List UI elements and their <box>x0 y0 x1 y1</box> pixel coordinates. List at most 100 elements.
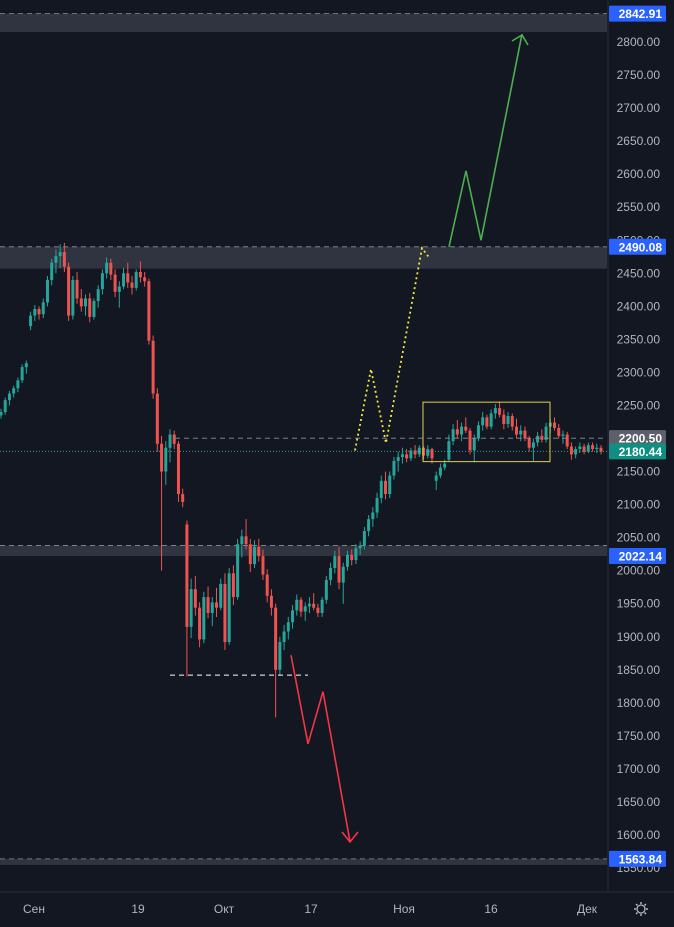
candle-body <box>240 536 244 545</box>
candle <box>155 388 159 452</box>
candle-body <box>58 252 62 257</box>
candle-body <box>274 607 278 670</box>
candle-body <box>75 279 79 299</box>
candle-body <box>476 425 480 439</box>
zone-lower <box>0 545 607 557</box>
candle-body <box>269 595 273 608</box>
candle <box>189 578 193 639</box>
price-tag-top-zone: 2842.91 <box>609 5 666 22</box>
price-tag-top-zone-bg <box>609 5 666 22</box>
candle <box>24 360 28 374</box>
candle-body <box>261 556 265 575</box>
candle <box>565 431 569 450</box>
candle-body <box>160 443 164 472</box>
candle-body <box>337 556 341 583</box>
candle-body <box>100 273 104 290</box>
candle <box>299 597 303 617</box>
candle <box>79 289 83 312</box>
candle-body <box>0 412 3 416</box>
candle <box>138 261 142 283</box>
candle <box>223 573 227 650</box>
candle <box>71 275 75 320</box>
candle-body <box>540 435 544 440</box>
candle <box>96 285 100 308</box>
candle-body <box>430 449 434 459</box>
candle-body <box>299 599 303 612</box>
candle <box>257 538 261 562</box>
candle <box>151 335 155 399</box>
candle <box>12 385 16 398</box>
candle <box>489 409 493 430</box>
candle <box>274 603 278 718</box>
candle-body <box>286 622 290 632</box>
price-tag-reference-text: 2200.50 <box>619 432 663 446</box>
candle-body <box>265 574 269 596</box>
price-tag-upper-zone-bg <box>609 238 666 255</box>
price-tag-lower-zone-text: 2022.14 <box>619 550 663 564</box>
candle-body <box>134 271 138 288</box>
candle-body <box>181 494 185 502</box>
price-tick-label: 2150.00 <box>617 465 661 479</box>
candle-body <box>227 573 231 643</box>
candle <box>219 578 223 611</box>
price-tick-label: 2800.00 <box>617 35 661 49</box>
price-tick-label: 2600.00 <box>617 167 661 181</box>
time-tick-label: 16 <box>484 902 498 916</box>
zone-bottom <box>0 858 607 865</box>
gear-icon-ring <box>636 904 646 914</box>
candle <box>210 597 214 627</box>
zone-upper <box>0 246 607 269</box>
candle <box>236 538 240 600</box>
candle <box>147 278 151 345</box>
candle-body <box>84 298 88 307</box>
candle <box>367 515 371 537</box>
candle <box>198 602 202 648</box>
candle <box>510 413 514 431</box>
price-tick-label: 2450.00 <box>617 266 661 280</box>
candle <box>248 538 252 572</box>
candle-body <box>79 298 83 307</box>
gear-icon-tooth <box>644 903 647 906</box>
candle <box>130 275 134 295</box>
candle-body <box>557 427 561 436</box>
candle-body <box>379 480 383 498</box>
candle-body <box>358 545 362 549</box>
candle-body <box>50 262 54 280</box>
candle <box>476 421 480 442</box>
candle-body <box>143 277 147 282</box>
settings-gear-icon[interactable] <box>634 902 648 916</box>
candle <box>574 446 578 459</box>
price-tag-bottom-zone: 1563.84 <box>609 850 666 867</box>
candle <box>569 442 573 460</box>
candle <box>50 258 54 286</box>
candle <box>58 244 62 269</box>
candle <box>202 591 206 644</box>
candle-body <box>155 393 159 444</box>
candle <box>109 258 113 280</box>
candle <box>282 624 286 650</box>
candle-body <box>367 519 371 532</box>
candle-body <box>405 454 409 459</box>
price-tick-label: 1650.00 <box>617 795 661 809</box>
candle <box>514 418 518 439</box>
candle <box>54 249 58 274</box>
candle <box>33 305 37 321</box>
candle <box>303 602 307 621</box>
candle-body <box>185 524 189 627</box>
candle <box>67 262 71 321</box>
candle <box>481 412 485 431</box>
candle <box>345 550 349 571</box>
price-tag-reference-bg <box>609 430 666 447</box>
candle <box>164 441 168 485</box>
candle <box>62 242 66 272</box>
candle <box>557 423 561 439</box>
candle-body <box>16 380 20 389</box>
candle <box>396 451 400 472</box>
candle-body <box>231 573 235 598</box>
candle <box>438 463 442 479</box>
candle <box>29 311 33 331</box>
candle-body <box>126 273 130 283</box>
